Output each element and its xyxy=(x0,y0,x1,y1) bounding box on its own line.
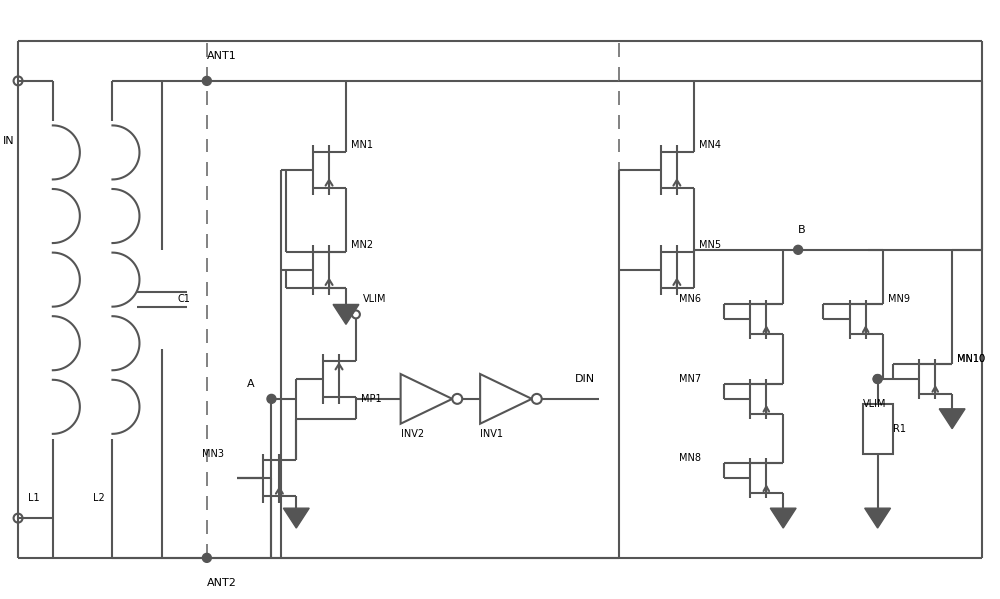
Text: INV1: INV1 xyxy=(480,429,503,438)
Polygon shape xyxy=(770,508,796,528)
Text: MP1: MP1 xyxy=(361,394,382,404)
Text: MN7: MN7 xyxy=(679,374,701,384)
Text: B: B xyxy=(798,225,806,235)
Text: L1: L1 xyxy=(28,493,40,503)
Text: MN10: MN10 xyxy=(957,354,985,364)
Text: R1: R1 xyxy=(893,423,906,434)
Text: INV2: INV2 xyxy=(401,429,424,438)
Text: MN4: MN4 xyxy=(699,141,721,150)
Text: L2: L2 xyxy=(93,493,104,503)
Text: MN5: MN5 xyxy=(699,240,721,250)
Polygon shape xyxy=(283,508,309,528)
Text: MN2: MN2 xyxy=(351,240,373,250)
Text: VLIM: VLIM xyxy=(363,295,386,304)
Circle shape xyxy=(267,394,276,403)
Text: VLIM: VLIM xyxy=(863,399,886,409)
Circle shape xyxy=(794,246,803,255)
Text: C1: C1 xyxy=(177,295,190,304)
Text: MN6: MN6 xyxy=(679,295,701,304)
Text: ANT1: ANT1 xyxy=(207,51,237,61)
Text: MN10: MN10 xyxy=(957,354,985,364)
Text: MN3: MN3 xyxy=(202,449,224,458)
Text: IN: IN xyxy=(3,135,15,146)
Polygon shape xyxy=(939,409,965,429)
Circle shape xyxy=(202,77,211,85)
Text: ANT2: ANT2 xyxy=(207,577,237,588)
Polygon shape xyxy=(333,304,359,324)
Circle shape xyxy=(202,553,211,562)
Text: MN1: MN1 xyxy=(351,141,373,150)
Polygon shape xyxy=(865,508,891,528)
Text: MN9: MN9 xyxy=(888,295,910,304)
Text: DIN: DIN xyxy=(575,374,595,384)
Text: MN8: MN8 xyxy=(679,453,701,464)
Text: A: A xyxy=(247,379,254,389)
Circle shape xyxy=(873,374,882,383)
